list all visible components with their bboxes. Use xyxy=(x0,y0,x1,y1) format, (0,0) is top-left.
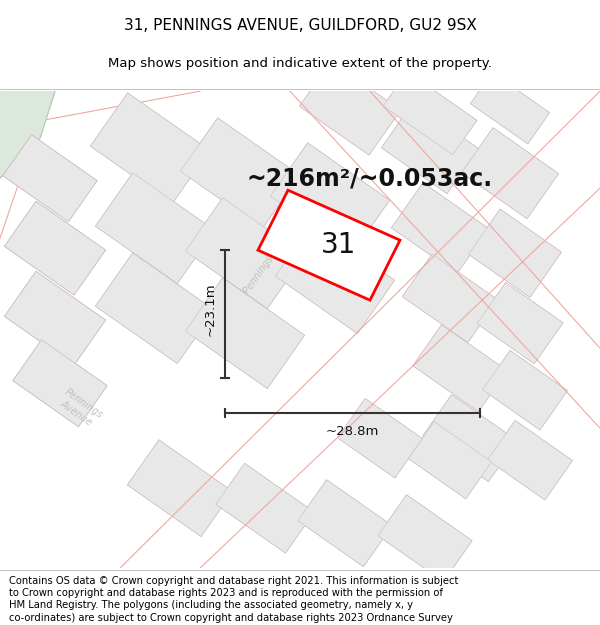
Polygon shape xyxy=(413,325,507,412)
Polygon shape xyxy=(383,72,477,155)
Polygon shape xyxy=(181,118,299,229)
Polygon shape xyxy=(4,271,106,365)
Polygon shape xyxy=(185,278,305,389)
Polygon shape xyxy=(258,190,400,300)
Polygon shape xyxy=(338,399,422,478)
Polygon shape xyxy=(13,340,107,427)
Polygon shape xyxy=(127,440,233,536)
Polygon shape xyxy=(423,395,517,482)
Text: ~216m²/~0.053ac.: ~216m²/~0.053ac. xyxy=(247,166,493,190)
Polygon shape xyxy=(290,91,600,428)
Polygon shape xyxy=(216,463,314,553)
Polygon shape xyxy=(95,253,215,364)
Polygon shape xyxy=(469,209,562,298)
Text: ~23.1m: ~23.1m xyxy=(203,282,217,336)
Polygon shape xyxy=(403,254,497,343)
Polygon shape xyxy=(4,201,106,295)
Text: 31: 31 xyxy=(322,231,356,259)
Text: Contains OS data © Crown copyright and database right 2021. This information is : Contains OS data © Crown copyright and d… xyxy=(9,576,458,625)
Polygon shape xyxy=(271,143,389,254)
Polygon shape xyxy=(488,421,572,500)
Polygon shape xyxy=(3,135,97,222)
Polygon shape xyxy=(461,127,559,219)
Polygon shape xyxy=(382,102,479,194)
Polygon shape xyxy=(409,422,491,499)
Polygon shape xyxy=(120,91,600,568)
Polygon shape xyxy=(470,72,550,144)
Text: 31, PENNINGS AVENUE, GUILDFORD, GU2 9SX: 31, PENNINGS AVENUE, GUILDFORD, GU2 9SX xyxy=(124,18,476,33)
Polygon shape xyxy=(95,173,215,284)
Polygon shape xyxy=(477,282,563,364)
Text: Map shows position and indicative extent of the property.: Map shows position and indicative extent… xyxy=(108,57,492,70)
Polygon shape xyxy=(0,91,55,178)
Polygon shape xyxy=(275,223,395,334)
Polygon shape xyxy=(0,91,200,238)
Polygon shape xyxy=(185,198,305,309)
Polygon shape xyxy=(482,351,568,430)
Polygon shape xyxy=(299,61,401,155)
Text: ~28.8m: ~28.8m xyxy=(326,425,379,438)
Text: Pennings
Avenue: Pennings Avenue xyxy=(56,387,104,430)
Text: Pennings Avenue: Pennings Avenue xyxy=(242,221,298,296)
Polygon shape xyxy=(91,93,209,204)
Polygon shape xyxy=(298,480,392,567)
Polygon shape xyxy=(378,495,472,582)
Polygon shape xyxy=(391,182,488,274)
